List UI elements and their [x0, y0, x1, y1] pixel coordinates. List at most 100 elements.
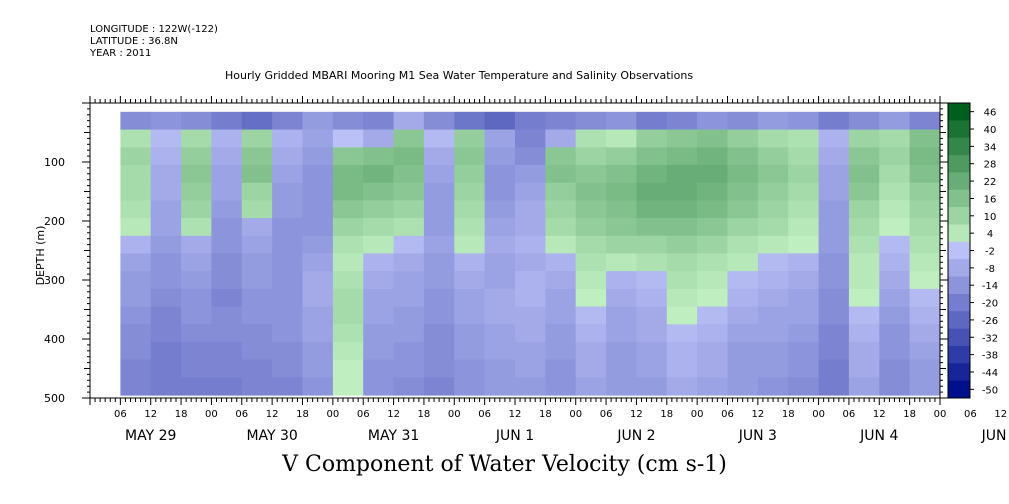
heatmap-cell — [515, 359, 546, 378]
heatmap-cell — [788, 377, 820, 396]
heatmap-cell — [120, 164, 152, 184]
heatmap-cell — [545, 288, 577, 308]
x-tick-label: 00 — [205, 409, 218, 420]
heatmap-cell — [788, 359, 820, 378]
heatmap-cell — [211, 200, 243, 219]
heatmap-cell — [484, 306, 516, 325]
heatmap-cell — [848, 271, 880, 290]
heatmap-cell — [363, 218, 395, 237]
heatmap-cell — [363, 182, 395, 201]
heatmap-cell — [636, 182, 668, 201]
heatmap-cell — [788, 200, 820, 219]
heatmap-cell — [120, 359, 152, 378]
heatmap-cell — [788, 306, 820, 325]
colorbar-label: -2 — [985, 247, 995, 258]
heatmap-cell — [454, 111, 486, 130]
heatmap-cell — [515, 324, 546, 343]
heatmap-cell — [302, 164, 334, 184]
heatmap-cell — [302, 147, 334, 166]
heatmap-cell — [272, 253, 303, 272]
heatmap-cell — [211, 288, 243, 308]
heatmap-cell — [545, 253, 577, 272]
colorbar-label: -38 — [982, 351, 998, 362]
heatmap-cell — [484, 377, 516, 396]
heatmap-field — [120, 111, 941, 396]
heatmap-cell — [393, 164, 425, 184]
heatmap-cell — [484, 164, 516, 184]
heatmap-cell — [302, 324, 334, 343]
x-tick-label: 06 — [478, 409, 491, 420]
heatmap-cell — [393, 342, 425, 361]
heatmap-cell — [545, 342, 577, 361]
heatmap-cell — [575, 164, 607, 184]
heatmap-cell — [757, 200, 789, 219]
heatmap-cell — [150, 271, 182, 290]
heatmap-cell — [272, 288, 303, 308]
heatmap-cell — [848, 235, 880, 254]
colorbar-label: -44 — [982, 368, 998, 379]
heatmap-cell — [879, 288, 911, 308]
heatmap-cell — [606, 271, 637, 290]
heatmap-cell — [606, 218, 637, 237]
heatmap-cell — [727, 377, 759, 396]
heatmap-cell — [484, 200, 516, 219]
heatmap-cell — [423, 235, 455, 254]
heatmap-cell — [879, 271, 911, 290]
heatmap-cell — [363, 324, 395, 343]
heatmap-cell — [181, 235, 212, 254]
heatmap-cell — [272, 218, 303, 237]
x-tick-label: 06 — [843, 409, 856, 420]
heatmap-cell — [909, 200, 941, 219]
heatmap-cell — [545, 164, 577, 184]
heatmap-cell — [879, 129, 911, 148]
x-tick-label: 00 — [448, 409, 461, 420]
heatmap-cell — [545, 200, 577, 219]
colorbar-label: 4 — [987, 229, 993, 240]
longitude-label: LONGITUDE : 122W(-122) — [90, 24, 218, 35]
heatmap-cell — [727, 271, 759, 290]
x-tick-label: 18 — [660, 409, 673, 420]
heatmap-cell — [636, 164, 668, 184]
heatmap-cell — [393, 306, 425, 325]
heatmap-cell — [332, 324, 364, 343]
day-label: JUN 4 — [859, 428, 898, 444]
heatmap-cell — [484, 129, 516, 148]
heatmap-cell — [909, 288, 941, 308]
heatmap-cell — [818, 342, 850, 361]
heatmap-cell — [788, 147, 820, 166]
heatmap-cell — [211, 324, 243, 343]
heatmap-cell — [150, 129, 182, 148]
heatmap-cell — [211, 164, 243, 184]
x-tick-label: 12 — [387, 409, 400, 420]
heatmap-cell — [241, 359, 273, 378]
colorbar-segment — [948, 293, 970, 312]
heatmap-cell — [484, 253, 516, 272]
heatmap-cell — [757, 288, 789, 308]
heatmap-cell — [211, 182, 243, 201]
heatmap-cell — [757, 271, 789, 290]
heatmap-cell — [241, 306, 273, 325]
heatmap-cell — [848, 324, 880, 343]
heatmap-cell — [575, 235, 607, 254]
heatmap-cell — [423, 359, 455, 378]
heatmap-cell — [545, 271, 577, 290]
colorbar-segment — [948, 328, 970, 347]
x-tick-label: 06 — [235, 409, 248, 420]
heatmap-cell — [393, 111, 425, 130]
heatmap-cell — [302, 342, 334, 361]
heatmap-cell — [575, 129, 607, 148]
heatmap-cell — [181, 200, 212, 219]
heatmap-cell — [909, 218, 941, 237]
heatmap-cell — [423, 288, 455, 308]
heatmap-cell — [636, 359, 668, 378]
heatmap-cell — [332, 306, 364, 325]
colorbar-label: -14 — [982, 281, 998, 292]
heatmap-cell — [666, 182, 698, 201]
heatmap-cell — [909, 147, 941, 166]
heatmap-cell — [575, 147, 607, 166]
heatmap-cell — [697, 377, 728, 396]
heatmap-cell — [666, 129, 698, 148]
heatmap-cell — [666, 324, 698, 343]
axes: 06 12 18 00 06 12 18 00 06 12 18 00 06 12 18 00 06 12 18 00… — [44, 96, 1009, 444]
heatmap-cell — [727, 342, 759, 361]
